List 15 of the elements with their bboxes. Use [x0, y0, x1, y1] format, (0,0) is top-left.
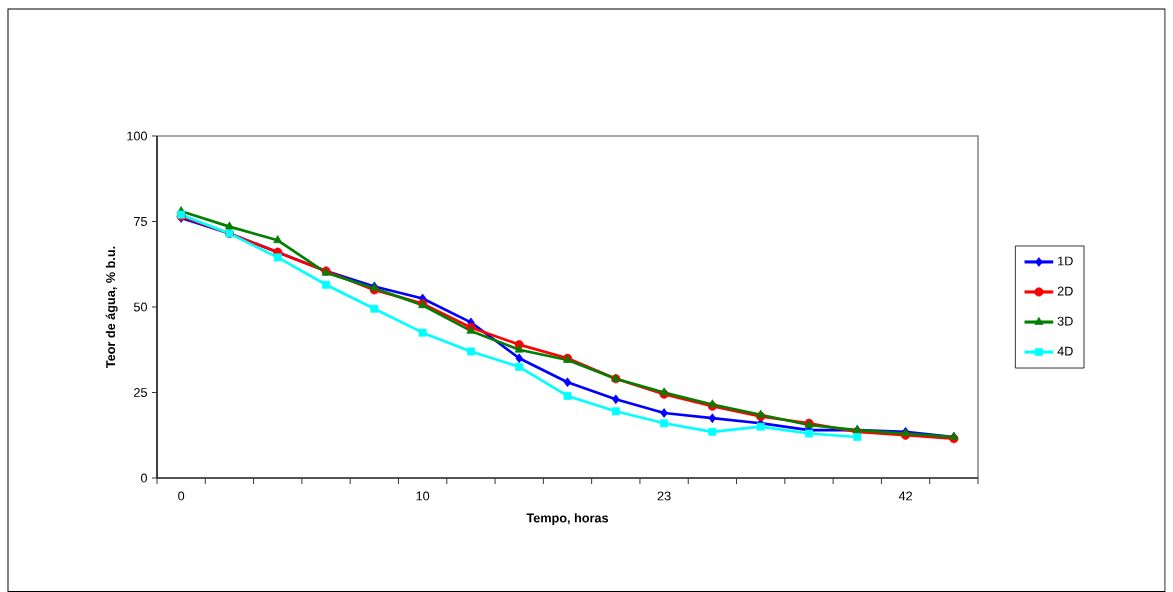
y-tick-label: 50 [133, 302, 148, 312]
x-tick-label: 23 [657, 491, 671, 501]
y-axis-title: Teor de água, % b.u. [105, 246, 118, 368]
y-tick-label: 75 [134, 217, 147, 226]
legend-label: 2D [1057, 286, 1073, 296]
y-tick-label: 25 [134, 388, 147, 397]
y-tick-label: 100 [127, 131, 148, 141]
x-tick-label: 0 [178, 491, 185, 501]
legend-label: 3D [1057, 316, 1073, 326]
legend-label: 1D [1058, 256, 1073, 266]
x-tick-label: 10 [416, 491, 430, 501]
legend-label: 4D [1057, 346, 1073, 356]
x-axis-title: Tempo, horas [526, 513, 609, 525]
x-tick-label: 42 [898, 491, 912, 501]
y-tick-label: 0 [140, 473, 148, 483]
